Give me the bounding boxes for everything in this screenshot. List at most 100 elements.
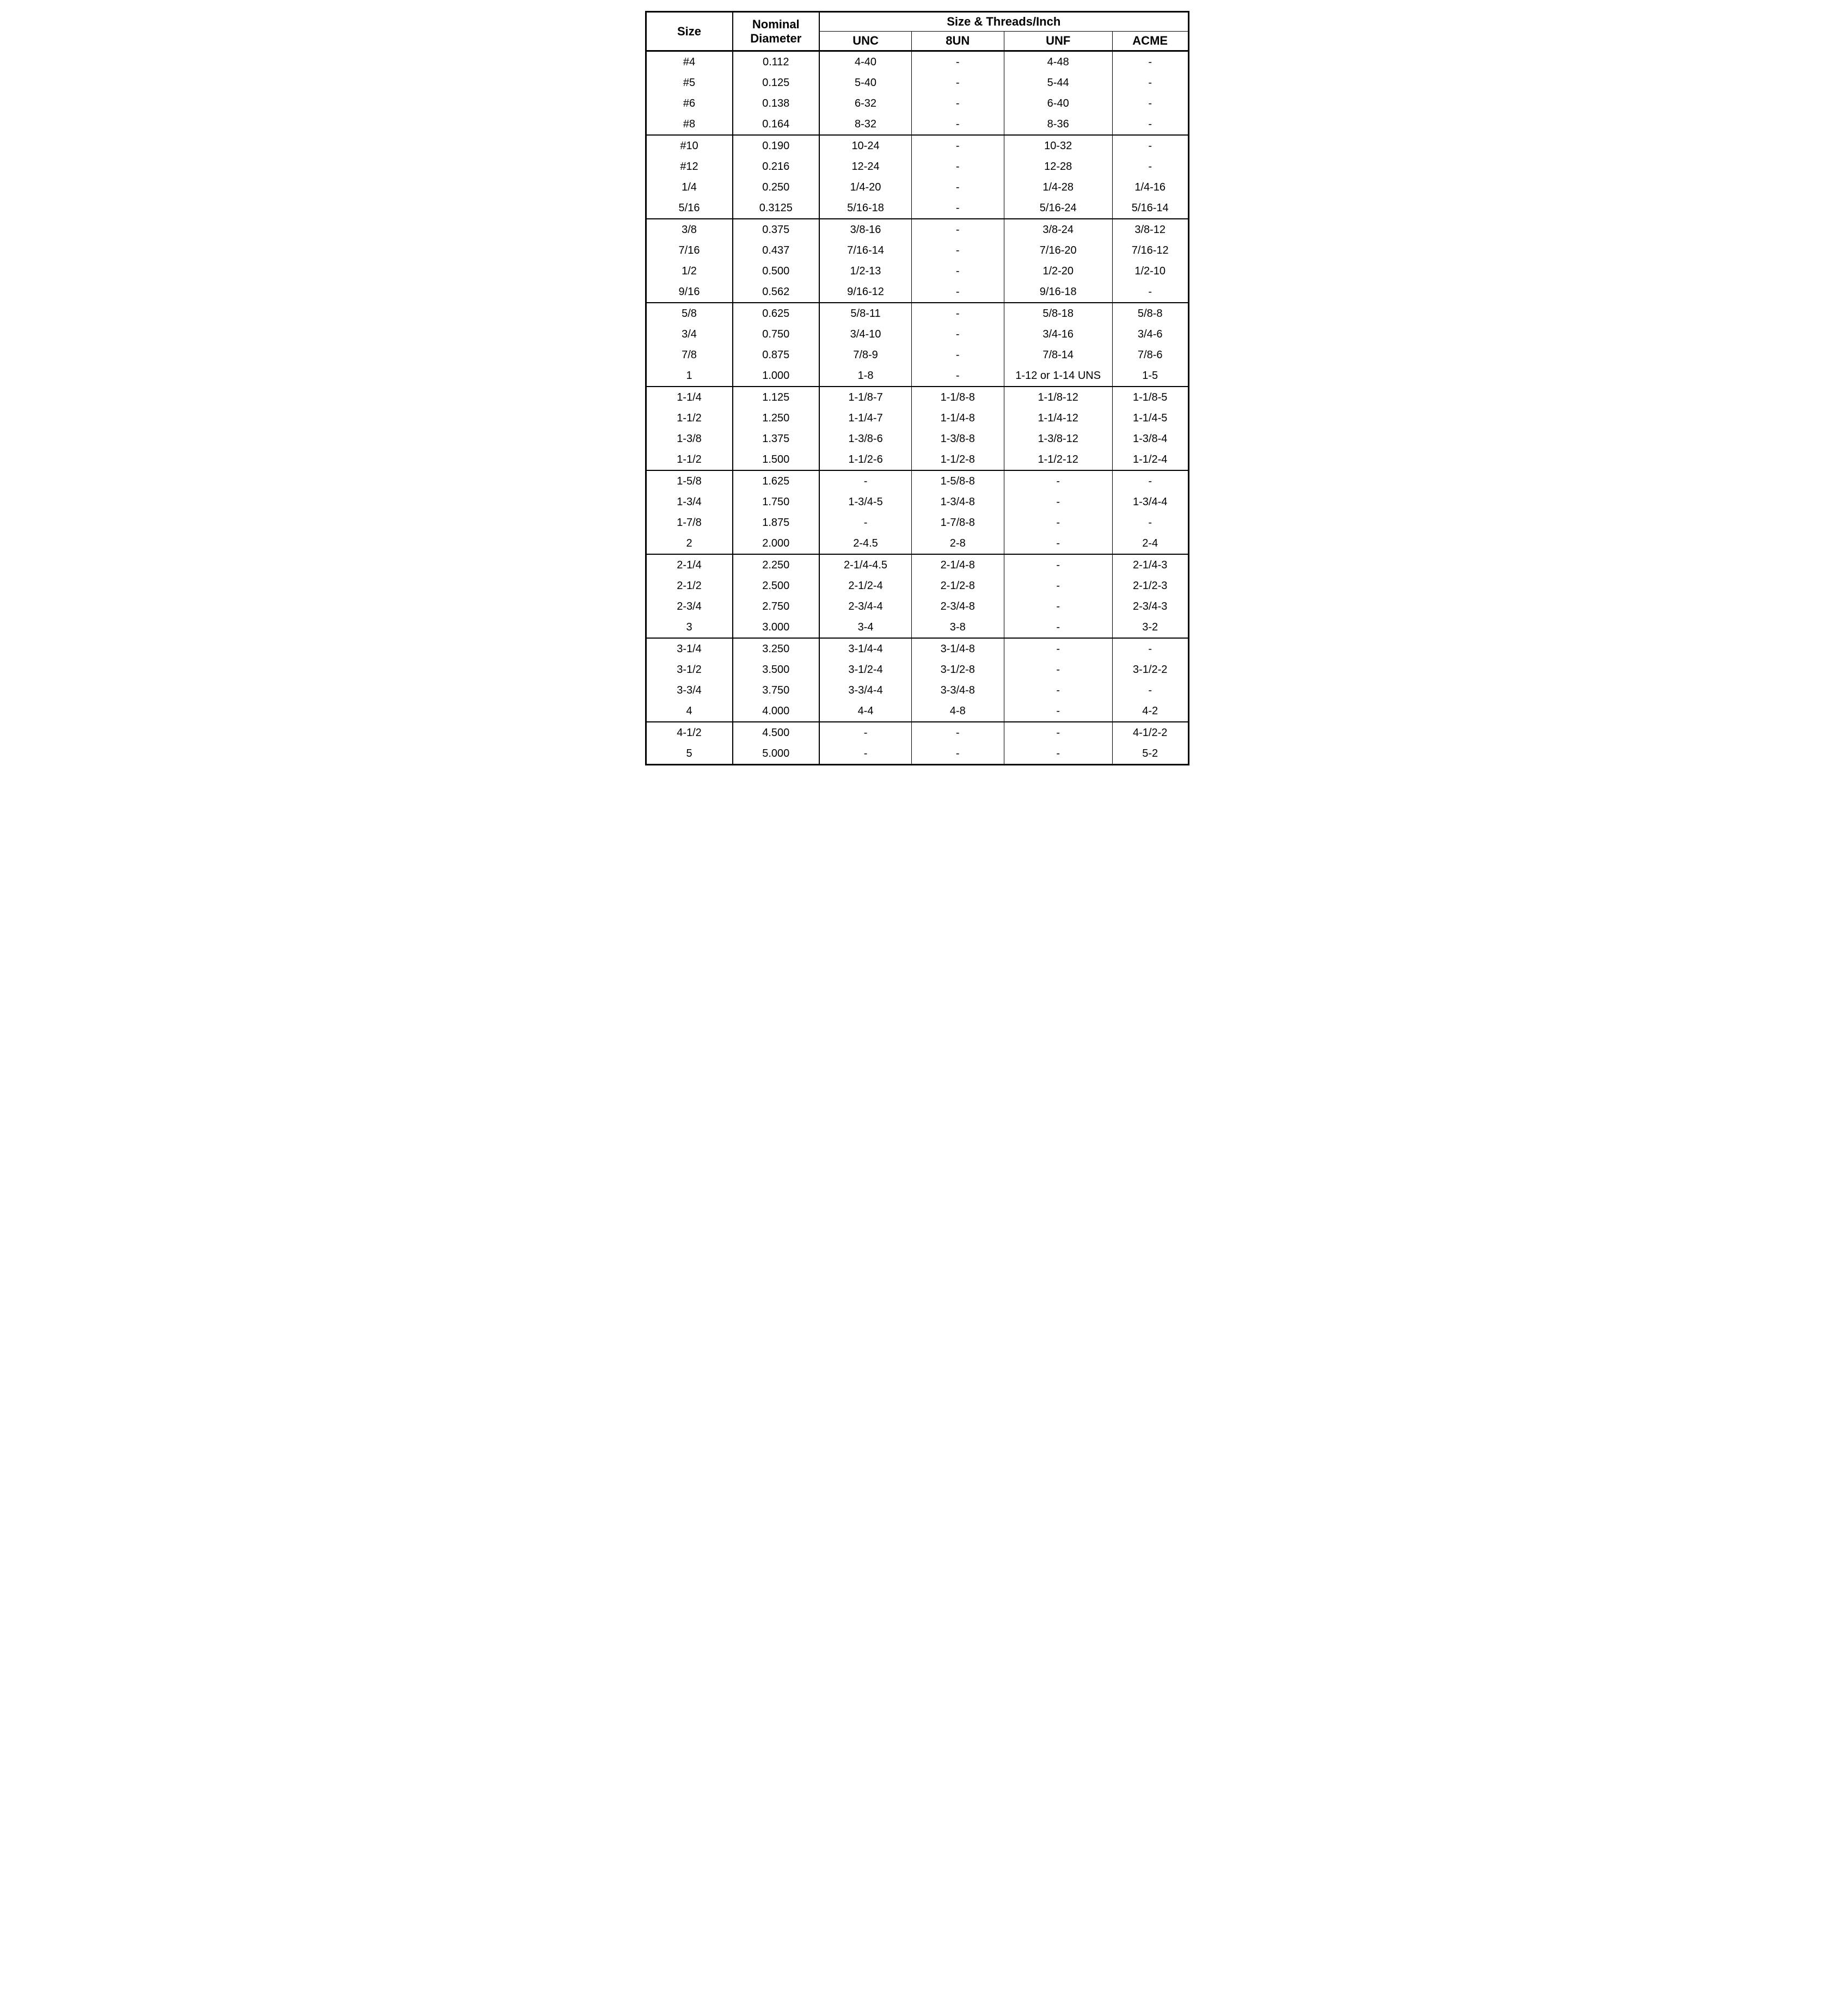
cell-8un: 1-7/8-8 bbox=[912, 512, 1004, 533]
cell-size: 1 bbox=[646, 365, 733, 387]
cell-8un: 3-1/4-8 bbox=[912, 638, 1004, 659]
table-row: 2-1/22.5002-1/2-42-1/2-8-2-1/2-3 bbox=[646, 575, 1188, 596]
cell-nominal_diameter: 2.750 bbox=[733, 596, 820, 617]
table-row: #80.1648-32-8-36- bbox=[646, 114, 1188, 135]
cell-8un: - bbox=[912, 51, 1004, 73]
cell-nominal_diameter: 0.625 bbox=[733, 303, 820, 324]
cell-8un: - bbox=[912, 345, 1004, 365]
table-row: 3-1/43.2503-1/4-43-1/4-8-- bbox=[646, 638, 1188, 659]
table-row: 9/160.5629/16-12-9/16-18- bbox=[646, 281, 1188, 303]
cell-8un: 2-8 bbox=[912, 533, 1004, 554]
cell-nominal_diameter: 0.164 bbox=[733, 114, 820, 135]
cell-acme: 4-2 bbox=[1112, 701, 1188, 722]
cell-size: 1/4 bbox=[646, 177, 733, 198]
cell-size: 5 bbox=[646, 743, 733, 765]
cell-unf: - bbox=[1004, 638, 1112, 659]
cell-unf: 1/2-20 bbox=[1004, 261, 1112, 281]
cell-size: 1-3/4 bbox=[646, 492, 733, 512]
cell-unf: - bbox=[1004, 470, 1112, 492]
cell-acme: - bbox=[1112, 51, 1188, 73]
cell-nominal_diameter: 5.000 bbox=[733, 743, 820, 765]
cell-unc: 2-3/4-4 bbox=[819, 596, 911, 617]
cell-acme: - bbox=[1112, 512, 1188, 533]
cell-unf: 10-32 bbox=[1004, 135, 1112, 156]
cell-acme: 1-1/2-4 bbox=[1112, 449, 1188, 470]
cell-acme: 1-5 bbox=[1112, 365, 1188, 387]
column-header-nominal-diameter: Nominal Diameter bbox=[733, 12, 820, 51]
cell-unf: - bbox=[1004, 596, 1112, 617]
cell-8un: - bbox=[912, 743, 1004, 765]
cell-nominal_diameter: 0.750 bbox=[733, 324, 820, 345]
cell-unc: 5/16-18 bbox=[819, 198, 911, 219]
cell-size: 3 bbox=[646, 617, 733, 638]
cell-size: 3-1/2 bbox=[646, 659, 733, 680]
table-row: #60.1386-32-6-40- bbox=[646, 93, 1188, 114]
table-row: #120.21612-24-12-28- bbox=[646, 156, 1188, 177]
cell-acme: - bbox=[1112, 72, 1188, 93]
table-row: 1/40.2501/4-20-1/4-281/4-16 bbox=[646, 177, 1188, 198]
cell-acme: 1/4-16 bbox=[1112, 177, 1188, 198]
cell-unc: 1-1/2-6 bbox=[819, 449, 911, 470]
cell-unc: 1-1/4-7 bbox=[819, 408, 911, 428]
cell-nominal_diameter: 1.125 bbox=[733, 387, 820, 408]
cell-nominal_diameter: 1.875 bbox=[733, 512, 820, 533]
table-row: 7/160.4377/16-14-7/16-207/16-12 bbox=[646, 240, 1188, 261]
cell-unc: 1/4-20 bbox=[819, 177, 911, 198]
table-row: 22.0002-4.52-8-2-4 bbox=[646, 533, 1188, 554]
table-row: 5/80.6255/8-11-5/8-185/8-8 bbox=[646, 303, 1188, 324]
cell-8un: 1-1/8-8 bbox=[912, 387, 1004, 408]
cell-unf: - bbox=[1004, 617, 1112, 638]
cell-unc: 3-1/4-4 bbox=[819, 638, 911, 659]
table-header: Size Nominal Diameter Size & Threads/Inc… bbox=[646, 12, 1188, 51]
cell-unf: 5-44 bbox=[1004, 72, 1112, 93]
cell-size: 4 bbox=[646, 701, 733, 722]
cell-size: #5 bbox=[646, 72, 733, 93]
table-row: 44.0004-44-8-4-2 bbox=[646, 701, 1188, 722]
cell-nominal_diameter: 0.375 bbox=[733, 219, 820, 240]
cell-size: 9/16 bbox=[646, 281, 733, 303]
cell-acme: 7/16-12 bbox=[1112, 240, 1188, 261]
cell-acme: 5/8-8 bbox=[1112, 303, 1188, 324]
thread-size-table: Size Nominal Diameter Size & Threads/Inc… bbox=[645, 11, 1189, 765]
cell-8un: 1-5/8-8 bbox=[912, 470, 1004, 492]
cell-nominal_diameter: 3.000 bbox=[733, 617, 820, 638]
cell-unf: 7/16-20 bbox=[1004, 240, 1112, 261]
cell-acme: 2-3/4-3 bbox=[1112, 596, 1188, 617]
cell-unc: 3-3/4-4 bbox=[819, 680, 911, 701]
cell-8un: 3-3/4-8 bbox=[912, 680, 1004, 701]
cell-unc: 5-40 bbox=[819, 72, 911, 93]
cell-unf: 5/16-24 bbox=[1004, 198, 1112, 219]
cell-unf: 7/8-14 bbox=[1004, 345, 1112, 365]
column-header-spanner: Size & Threads/Inch bbox=[819, 12, 1188, 32]
cell-unf: 3/4-16 bbox=[1004, 324, 1112, 345]
cell-size: 1-3/8 bbox=[646, 428, 733, 449]
cell-8un: - bbox=[912, 281, 1004, 303]
cell-unc: 12-24 bbox=[819, 156, 911, 177]
cell-unc: 3/8-16 bbox=[819, 219, 911, 240]
cell-acme: 1-1/4-5 bbox=[1112, 408, 1188, 428]
cell-acme: - bbox=[1112, 114, 1188, 135]
cell-8un: 1-1/4-8 bbox=[912, 408, 1004, 428]
table-row: 3-1/23.5003-1/2-43-1/2-8-3-1/2-2 bbox=[646, 659, 1188, 680]
table-row: 55.000---5-2 bbox=[646, 743, 1188, 765]
cell-unf: 4-48 bbox=[1004, 51, 1112, 73]
table-row: 4-1/24.500---4-1/2-2 bbox=[646, 722, 1188, 743]
cell-unc: 3/4-10 bbox=[819, 324, 911, 345]
cell-8un: 2-3/4-8 bbox=[912, 596, 1004, 617]
cell-acme: 2-1/4-3 bbox=[1112, 554, 1188, 575]
cell-8un: - bbox=[912, 240, 1004, 261]
cell-acme: 5/16-14 bbox=[1112, 198, 1188, 219]
cell-size: 3-1/4 bbox=[646, 638, 733, 659]
cell-size: 5/16 bbox=[646, 198, 733, 219]
cell-8un: - bbox=[912, 303, 1004, 324]
table-row: 2-3/42.7502-3/4-42-3/4-8-2-3/4-3 bbox=[646, 596, 1188, 617]
cell-8un: 4-8 bbox=[912, 701, 1004, 722]
table-row: 1-1/21.2501-1/4-71-1/4-81-1/4-121-1/4-5 bbox=[646, 408, 1188, 428]
table-row: 11.0001-8-1-12 or 1-14 UNS1-5 bbox=[646, 365, 1188, 387]
cell-size: 1-1/2 bbox=[646, 408, 733, 428]
cell-size: 1-1/4 bbox=[646, 387, 733, 408]
cell-nominal_diameter: 0.190 bbox=[733, 135, 820, 156]
cell-8un: - bbox=[912, 365, 1004, 387]
cell-unc: - bbox=[819, 743, 911, 765]
cell-8un: - bbox=[912, 722, 1004, 743]
